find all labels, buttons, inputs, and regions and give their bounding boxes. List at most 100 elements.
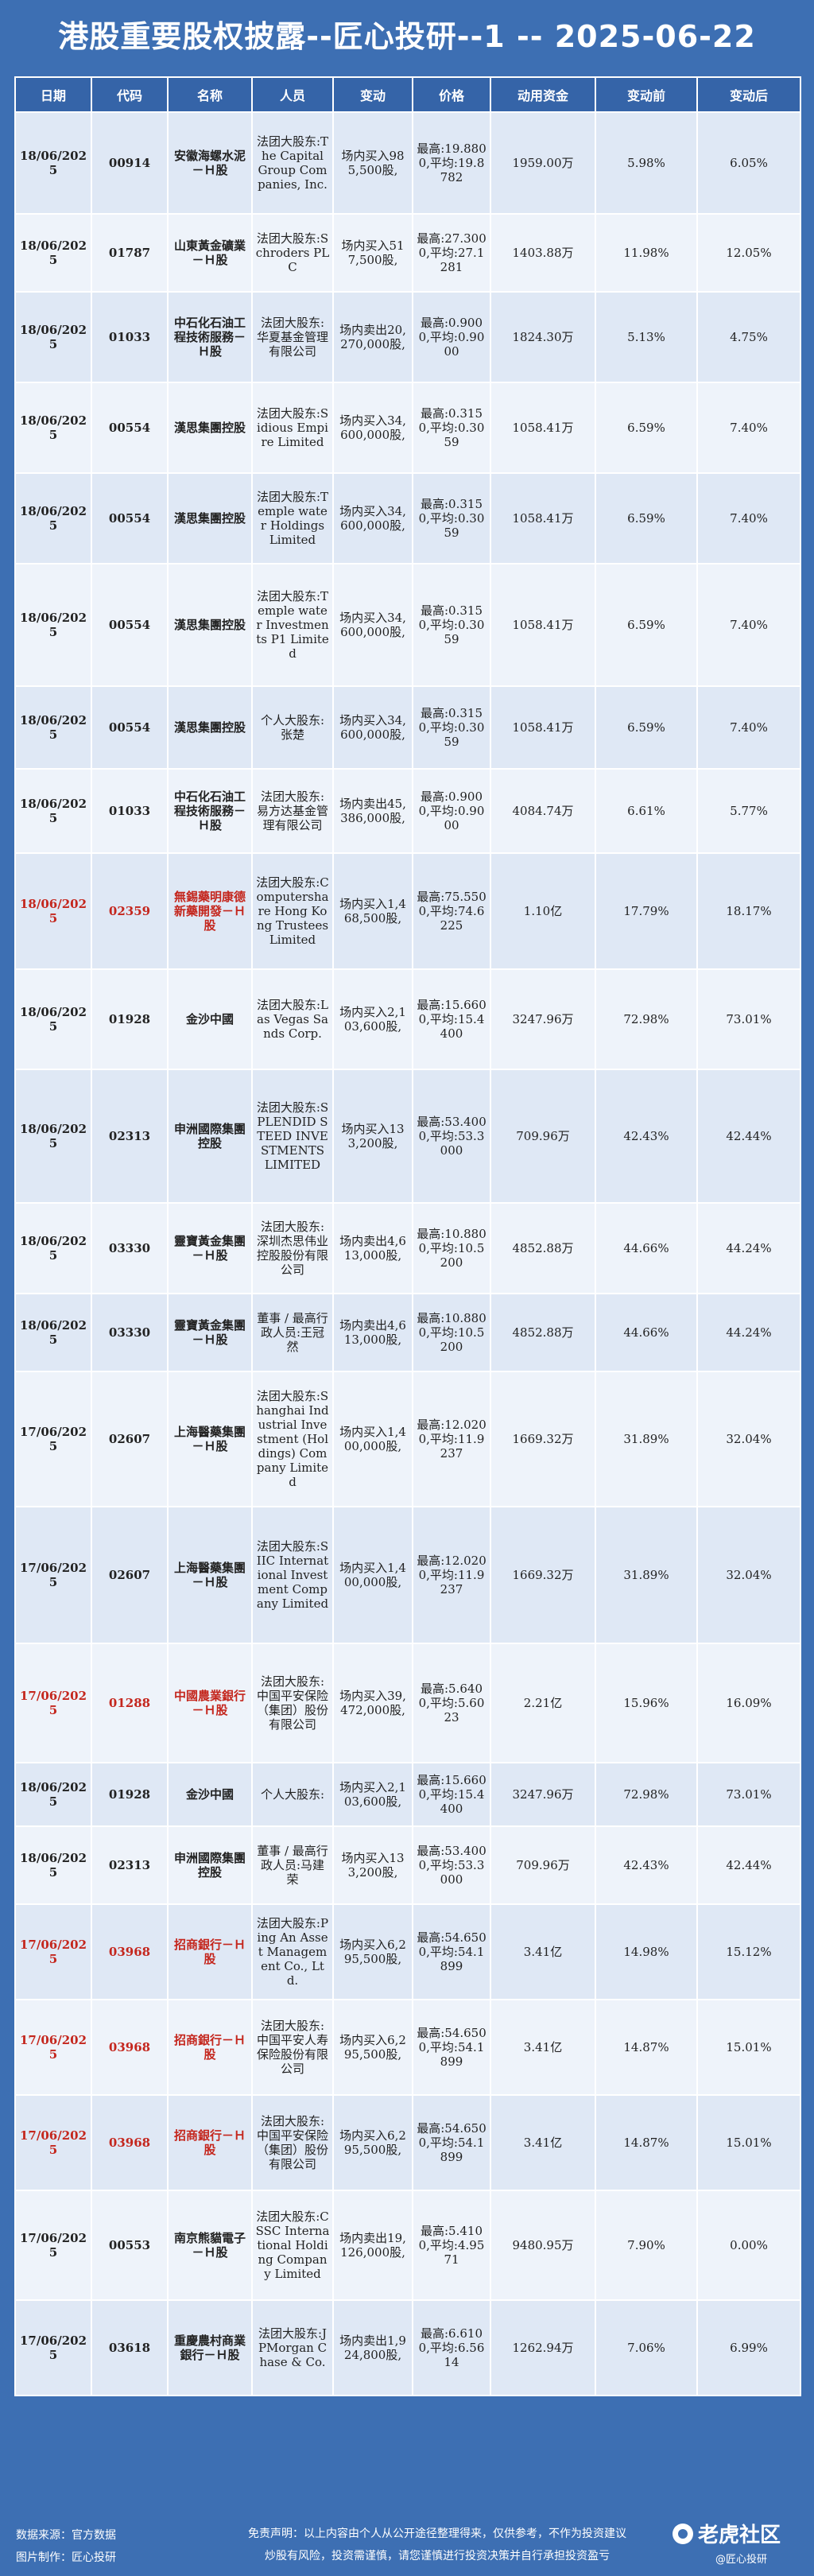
table-row: 18/06/2025 01787 山東黃金礦業－Ｈ股 法团大股东:Schroders … (14, 213, 801, 293)
cell-before: 31.89% (595, 1371, 698, 1507)
cell-amount: 3.41亿 (490, 1999, 596, 2096)
data-source: 数据来源：官方数据 (16, 2529, 116, 2542)
table-header-row: 日期 代码 名称 人员 变动 价格 动用资金 变动前 变动后 (14, 76, 801, 113)
cell-after: 5.77% (696, 768, 801, 854)
cell-date: 18/06/2025 (14, 472, 92, 564)
table-row: 18/06/2025 03330 靈寶黃金集團－Ｈ股 董事 / 最高行政人员:王冠然场… (14, 1293, 801, 1372)
cell-after: 7.40% (696, 563, 801, 687)
table-row: 18/06/2025 02313 申洲國際集團控股 法团大股东:SPLENDID ST… (14, 1069, 801, 1204)
cell-code: 00554 (91, 382, 169, 474)
table-row: 17/06/2025 03968 招商銀行－Ｈ股 法团大股东:中国平安人寿保险股份有限… (14, 1999, 801, 2096)
cell-code: 01787 (91, 213, 169, 293)
header-change: 变动 (332, 76, 413, 113)
cell-change: 场内卖出19,126,000股, (332, 2190, 413, 2301)
cell-code: 03968 (91, 2094, 169, 2191)
cell-price: 最高:15.6600,平均:15.4400 (412, 1762, 491, 1827)
cell-amount: 1058.41万 (490, 563, 596, 687)
cell-date: 17/06/2025 (14, 1903, 92, 2000)
cell-date: 18/06/2025 (14, 382, 92, 474)
cell-person: 法团大股东:华夏基金管理有限公司 (251, 291, 334, 383)
cell-amount: 9480.95万 (490, 2190, 596, 2301)
header-code: 代码 (91, 76, 169, 113)
cell-after: 44.24% (696, 1293, 801, 1372)
cell-price: 最高:5.6400,平均:5.6023 (412, 1643, 491, 1763)
cell-after: 15.12% (696, 1903, 801, 2000)
cell-before: 72.98% (595, 968, 698, 1070)
cell-amount: 709.96万 (490, 1069, 596, 1204)
disclosure-table: 日期 代码 名称 人员 变动 价格 动用资金 变动前 变动后 18/06/202… (14, 76, 801, 2396)
cell-before: 5.98% (595, 111, 698, 215)
cell-before: 6.61% (595, 768, 698, 854)
cell-after: 44.24% (696, 1202, 801, 1294)
cell-person: 法团大股东:JPMorgan Chase & Co. (251, 2299, 334, 2396)
cell-name: 漢思集團控股 (167, 382, 253, 474)
cell-price: 最高:0.3150,平均:0.3059 (412, 472, 491, 564)
footer: 数据来源：官方数据 图片制作：匠心投研 免责声明：以上内容由个人从公开途径整理得… (0, 2508, 814, 2576)
cell-before: 44.66% (595, 1202, 698, 1294)
table-row: 18/06/2025 01033 中石化石油工程技術服務－Ｈ股 法团大股东:易方达基金… (14, 768, 801, 854)
cell-change: 场内买入6,295,500股, (332, 2094, 413, 2191)
cell-person: 法团大股东:SPLENDID STEED INVESTMENTS LIMITED (251, 1069, 334, 1204)
cell-price: 最高:0.3150,平均:0.3059 (412, 382, 491, 474)
cell-code: 02607 (91, 1371, 169, 1507)
cell-change: 场内买入34,600,000股, (332, 685, 413, 770)
cell-code: 02607 (91, 1506, 169, 1644)
cell-amount: 1058.41万 (490, 382, 596, 474)
cell-change: 场内卖出4,613,000股, (332, 1293, 413, 1372)
cell-before: 72.98% (595, 1762, 698, 1827)
cell-code: 01033 (91, 768, 169, 854)
header-name: 名称 (167, 76, 253, 113)
cell-date: 18/06/2025 (14, 852, 92, 970)
cell-name: 中石化石油工程技術服務－Ｈ股 (167, 291, 253, 383)
cell-amount: 1669.32万 (490, 1371, 596, 1507)
cell-person: 法团大股东:中国平安保险（集团）股份有限公司 (251, 1643, 334, 1763)
cell-before: 5.13% (595, 291, 698, 383)
cell-amount: 1959.00万 (490, 111, 596, 215)
cell-code: 00914 (91, 111, 169, 215)
cell-person: 法团大股东:Schroders PLC (251, 213, 334, 293)
cell-price: 最高:53.4000,平均:53.3000 (412, 1825, 491, 1905)
cell-before: 17.79% (595, 852, 698, 970)
cell-change: 场内买入6,295,500股, (332, 1903, 413, 2000)
table-row: 17/06/2025 03968 招商銀行－Ｈ股 法团大股东:Ping An Asse… (14, 1903, 801, 2000)
cell-code: 03330 (91, 1293, 169, 1372)
cell-amount: 1058.41万 (490, 685, 596, 770)
cell-date: 18/06/2025 (14, 1202, 92, 1294)
cell-price: 最高:27.3000,平均:27.1281 (412, 213, 491, 293)
cell-name: 南京熊貓電子－Ｈ股 (167, 2190, 253, 2301)
cell-change: 场内买入1,468,500股, (332, 852, 413, 970)
cell-amount: 2.21亿 (490, 1643, 596, 1763)
cell-after: 15.01% (696, 2094, 801, 2191)
cell-person: 法团大股东:中国平安保险（集团）股份有限公司 (251, 2094, 334, 2191)
cell-code: 03618 (91, 2299, 169, 2396)
cell-after: 7.40% (696, 685, 801, 770)
table-row: 18/06/2025 00554 漢思集團控股 个人大股东:张楚 场内买入34,600,… (14, 685, 801, 770)
cell-change: 场内买入2,103,600股, (332, 968, 413, 1070)
header-amount: 动用资金 (490, 76, 596, 113)
page-title: 港股重要股权披露--匠心投研--1 -- 2025-06-22 (58, 19, 756, 54)
cell-name: 上海醫藥集團－Ｈ股 (167, 1506, 253, 1644)
cell-amount: 4852.88万 (490, 1202, 596, 1294)
cell-code: 01288 (91, 1643, 169, 1763)
cell-name: 山東黃金礦業－Ｈ股 (167, 213, 253, 293)
cell-date: 18/06/2025 (14, 563, 92, 687)
cell-name: 靈寶黃金集團－Ｈ股 (167, 1202, 253, 1294)
cell-person: 法团大股东:深圳杰思伟业控股股份有限公司 (251, 1202, 334, 1294)
cell-code: 00554 (91, 685, 169, 770)
header-before: 变动前 (595, 76, 698, 113)
cell-name: 中國農業銀行－Ｈ股 (167, 1643, 253, 1763)
cell-code: 03330 (91, 1202, 169, 1294)
cell-price: 最高:75.5500,平均:74.6225 (412, 852, 491, 970)
cell-change: 场内买入6,295,500股, (332, 1999, 413, 2096)
cell-price: 最高:5.4100,平均:4.9571 (412, 2190, 491, 2301)
cell-person: 法团大股东:Temple water Investments P1 Limite… (251, 563, 334, 687)
cell-date: 18/06/2025 (14, 1762, 92, 1827)
cell-after: 32.04% (696, 1506, 801, 1644)
table-row: 18/06/2025 01928 金沙中國 个人大股东: 场内买入2,103,600股,… (14, 1762, 801, 1827)
cell-before: 14.87% (595, 1999, 698, 2096)
cell-person: 董事 / 最高行政人员:王冠然 (251, 1293, 334, 1372)
cell-date: 18/06/2025 (14, 1825, 92, 1905)
cell-person: 个人大股东: (251, 1762, 334, 1827)
table-row: 17/06/2025 03968 招商銀行－Ｈ股 法团大股东:中国平安保险（集团）股份… (14, 2094, 801, 2191)
cell-date: 18/06/2025 (14, 1069, 92, 1204)
